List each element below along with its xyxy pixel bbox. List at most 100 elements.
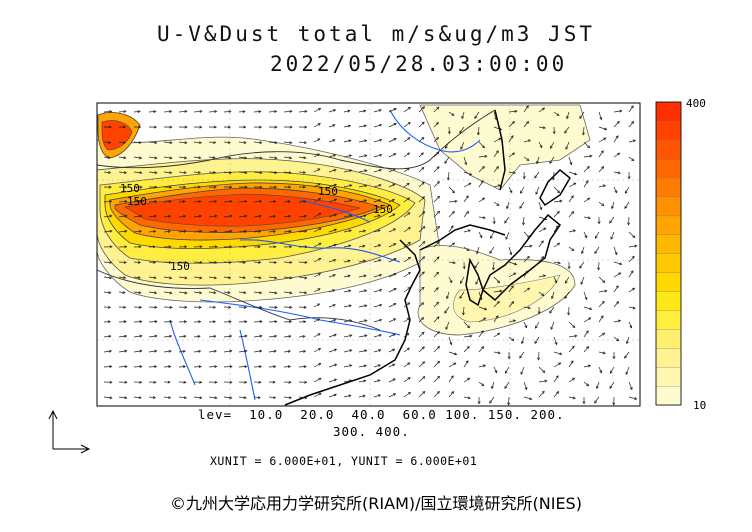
wind-arrow bbox=[358, 185, 367, 188]
wind-arrow bbox=[444, 306, 450, 314]
wind-arrow bbox=[613, 272, 621, 278]
wind-arrow-head bbox=[494, 370, 498, 374]
wind-arrow bbox=[193, 156, 201, 159]
wind-arrow-head bbox=[274, 291, 278, 295]
wind-arrow-head bbox=[495, 315, 499, 319]
wind-arrow-head bbox=[537, 311, 541, 315]
wind-arrow-head bbox=[304, 291, 308, 295]
wind-arrow bbox=[508, 320, 516, 323]
wind-arrow-head bbox=[507, 402, 511, 406]
wind-arrow-head bbox=[123, 110, 127, 113]
wind-arrow-head bbox=[259, 305, 263, 309]
wind-arrow-head bbox=[587, 364, 592, 368]
wind-arrow bbox=[193, 215, 202, 218]
wind-arrow-head bbox=[124, 229, 128, 233]
wind-arrow bbox=[328, 139, 336, 143]
wind-arrow-head bbox=[526, 120, 529, 125]
wind-arrow-head bbox=[490, 235, 493, 239]
wind-arrow-head bbox=[303, 141, 308, 145]
wind-arrow bbox=[463, 211, 469, 218]
wind-arrow bbox=[223, 291, 231, 294]
wind-arrow bbox=[568, 396, 576, 399]
wind-arrow-head bbox=[349, 334, 353, 338]
wind-arrow-head bbox=[406, 167, 410, 171]
wind-arrow-head bbox=[168, 200, 172, 204]
wind-arrow-head bbox=[229, 185, 233, 189]
wind-arrow bbox=[133, 111, 141, 113]
wind-arrow bbox=[313, 288, 321, 293]
wind-arrow bbox=[358, 200, 367, 203]
wind-arrow bbox=[283, 201, 291, 203]
wind-arrow bbox=[538, 256, 544, 263]
contour-label: 150 bbox=[373, 203, 393, 216]
wind-arrow bbox=[253, 335, 262, 338]
wind-arrow bbox=[448, 211, 455, 218]
wind-arrow-head bbox=[229, 334, 233, 338]
wind-arrow bbox=[579, 111, 585, 119]
wind-arrow-head bbox=[594, 400, 598, 404]
wind-arrow bbox=[489, 246, 495, 254]
wind-arrow-head bbox=[617, 152, 621, 156]
wind-arrow-head bbox=[634, 244, 638, 248]
wind-arrow-head bbox=[407, 152, 411, 156]
wind-arrow bbox=[283, 261, 292, 263]
wind-arrow bbox=[538, 227, 546, 233]
wind-arrow-head bbox=[154, 349, 158, 353]
wind-arrow bbox=[133, 291, 141, 294]
wind-arrow-head bbox=[288, 396, 293, 400]
wind-arrow bbox=[328, 289, 335, 293]
wind-arrow bbox=[538, 291, 545, 296]
wind-arrow bbox=[403, 287, 411, 293]
wind-arrow bbox=[163, 350, 172, 353]
wind-arrow-head bbox=[570, 195, 574, 199]
wind-arrow bbox=[552, 171, 555, 180]
wind-arrow-head bbox=[302, 171, 307, 174]
wind-arrow-head bbox=[597, 267, 601, 271]
wind-arrow bbox=[328, 319, 336, 323]
wind-arrow-head bbox=[363, 109, 367, 113]
wind-arrow-head bbox=[378, 108, 382, 112]
wind-arrow-head bbox=[392, 228, 397, 232]
wind-arrow bbox=[193, 335, 201, 338]
wind-arrow-head bbox=[364, 184, 368, 188]
wind-arrow-head bbox=[617, 319, 622, 323]
wind-arrow-head bbox=[348, 229, 352, 233]
wind-arrow bbox=[403, 377, 411, 383]
wind-arrow-head bbox=[318, 362, 322, 366]
wind-arrow bbox=[118, 110, 126, 113]
wind-arrow-head bbox=[481, 197, 486, 201]
wind-arrow bbox=[253, 350, 262, 353]
wind-arrow-head bbox=[154, 320, 158, 324]
wind-arrow bbox=[463, 346, 470, 353]
wind-arrow bbox=[508, 285, 514, 293]
wind-arrow-head bbox=[497, 351, 501, 355]
wind-arrow-head bbox=[511, 338, 515, 342]
wind-arrow-head bbox=[259, 349, 263, 353]
wind-arrow-head bbox=[629, 386, 633, 391]
wind-arrow bbox=[223, 141, 231, 144]
wind-arrow-head bbox=[378, 258, 382, 262]
wind-arrow-head bbox=[421, 286, 425, 290]
wind-arrow-head bbox=[556, 210, 560, 214]
wind-arrow-head bbox=[542, 274, 546, 278]
wind-arrow bbox=[598, 276, 606, 283]
wind-arrow-head bbox=[287, 349, 291, 353]
wind-arrow-head bbox=[436, 271, 440, 275]
wind-arrow-head bbox=[602, 332, 606, 336]
wind-arrow bbox=[328, 169, 337, 173]
wind-arrow bbox=[613, 121, 620, 128]
wind-arrow bbox=[433, 122, 439, 128]
wind-arrow-head bbox=[229, 214, 233, 218]
wind-arrow-head bbox=[377, 364, 382, 368]
wind-arrow bbox=[193, 396, 202, 399]
wind-arrow bbox=[568, 360, 574, 368]
wind-arrow-head bbox=[288, 185, 292, 189]
wind-arrow bbox=[463, 335, 472, 338]
wind-arrow-head bbox=[496, 165, 499, 170]
wind-arrow bbox=[598, 301, 605, 308]
wind-arrow bbox=[103, 230, 112, 233]
wind-arrow bbox=[493, 301, 500, 308]
wind-arrow bbox=[373, 394, 381, 398]
wind-arrow-head bbox=[109, 214, 113, 218]
wind-arrow bbox=[418, 317, 424, 323]
